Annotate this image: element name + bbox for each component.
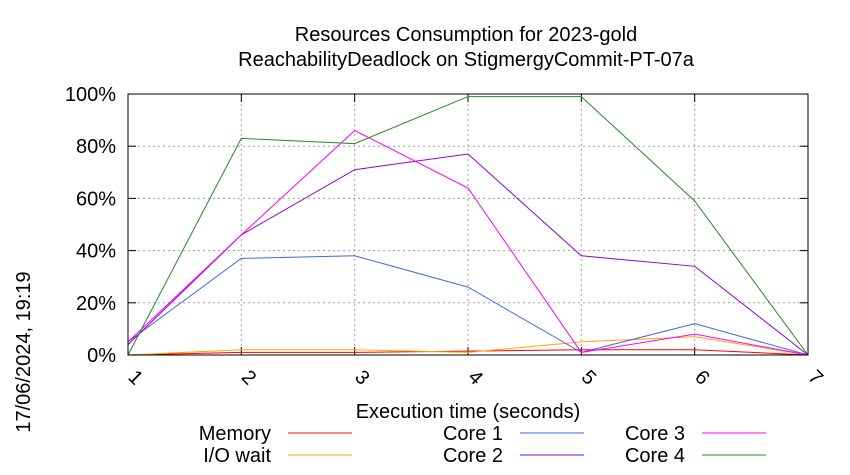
plot-border [127, 93, 809, 356]
grid-lines [128, 94, 808, 355]
legend-label-memory: Memory [199, 423, 271, 445]
y-tick-label: 0% [87, 345, 116, 367]
legend-label-core-1: Core 1 [443, 423, 503, 445]
x-axis-label: Execution time (seconds) [356, 401, 581, 423]
x-tick-label: 4 [464, 366, 487, 389]
x-tick-label: 1 [124, 366, 147, 389]
series-line-core-4 [127, 96, 809, 356]
legend-label-core-4: Core 4 [625, 445, 685, 467]
series-line-core-3 [127, 129, 809, 356]
legend-label-core-2: Core 2 [443, 445, 503, 467]
chart-title-line-2: ReachabilityDeadlock on StigmergyCommit-… [238, 49, 695, 71]
series-line-core-1 [127, 255, 809, 356]
x-axis-ticks: 1 2 3 4 5 6 7 [124, 94, 827, 389]
series-line-i-o-wait [127, 336, 809, 356]
series-line-memory [127, 349, 809, 356]
x-tick-label: 6 [690, 366, 713, 389]
y-tick-label: 100% [65, 84, 116, 106]
x-tick-label: 3 [350, 366, 373, 389]
y-tick-label: 20% [76, 293, 116, 315]
y-tick-label: 40% [76, 241, 116, 263]
legend-label-core-3: Core 3 [625, 423, 685, 445]
x-tick-label: 7 [804, 366, 827, 389]
x-tick-label: 5 [577, 366, 600, 389]
y-tick-label: 80% [76, 136, 116, 158]
chart-title-line-1: Resources Consumption for 2023-gold [295, 24, 637, 46]
timestamp-label: 17/06/2024, 19:19 [13, 271, 35, 432]
series-lines [127, 96, 809, 356]
y-tick-label: 60% [76, 188, 116, 210]
legend-label-i-o-wait: I/O wait [203, 445, 271, 467]
x-tick-label: 2 [237, 366, 260, 389]
